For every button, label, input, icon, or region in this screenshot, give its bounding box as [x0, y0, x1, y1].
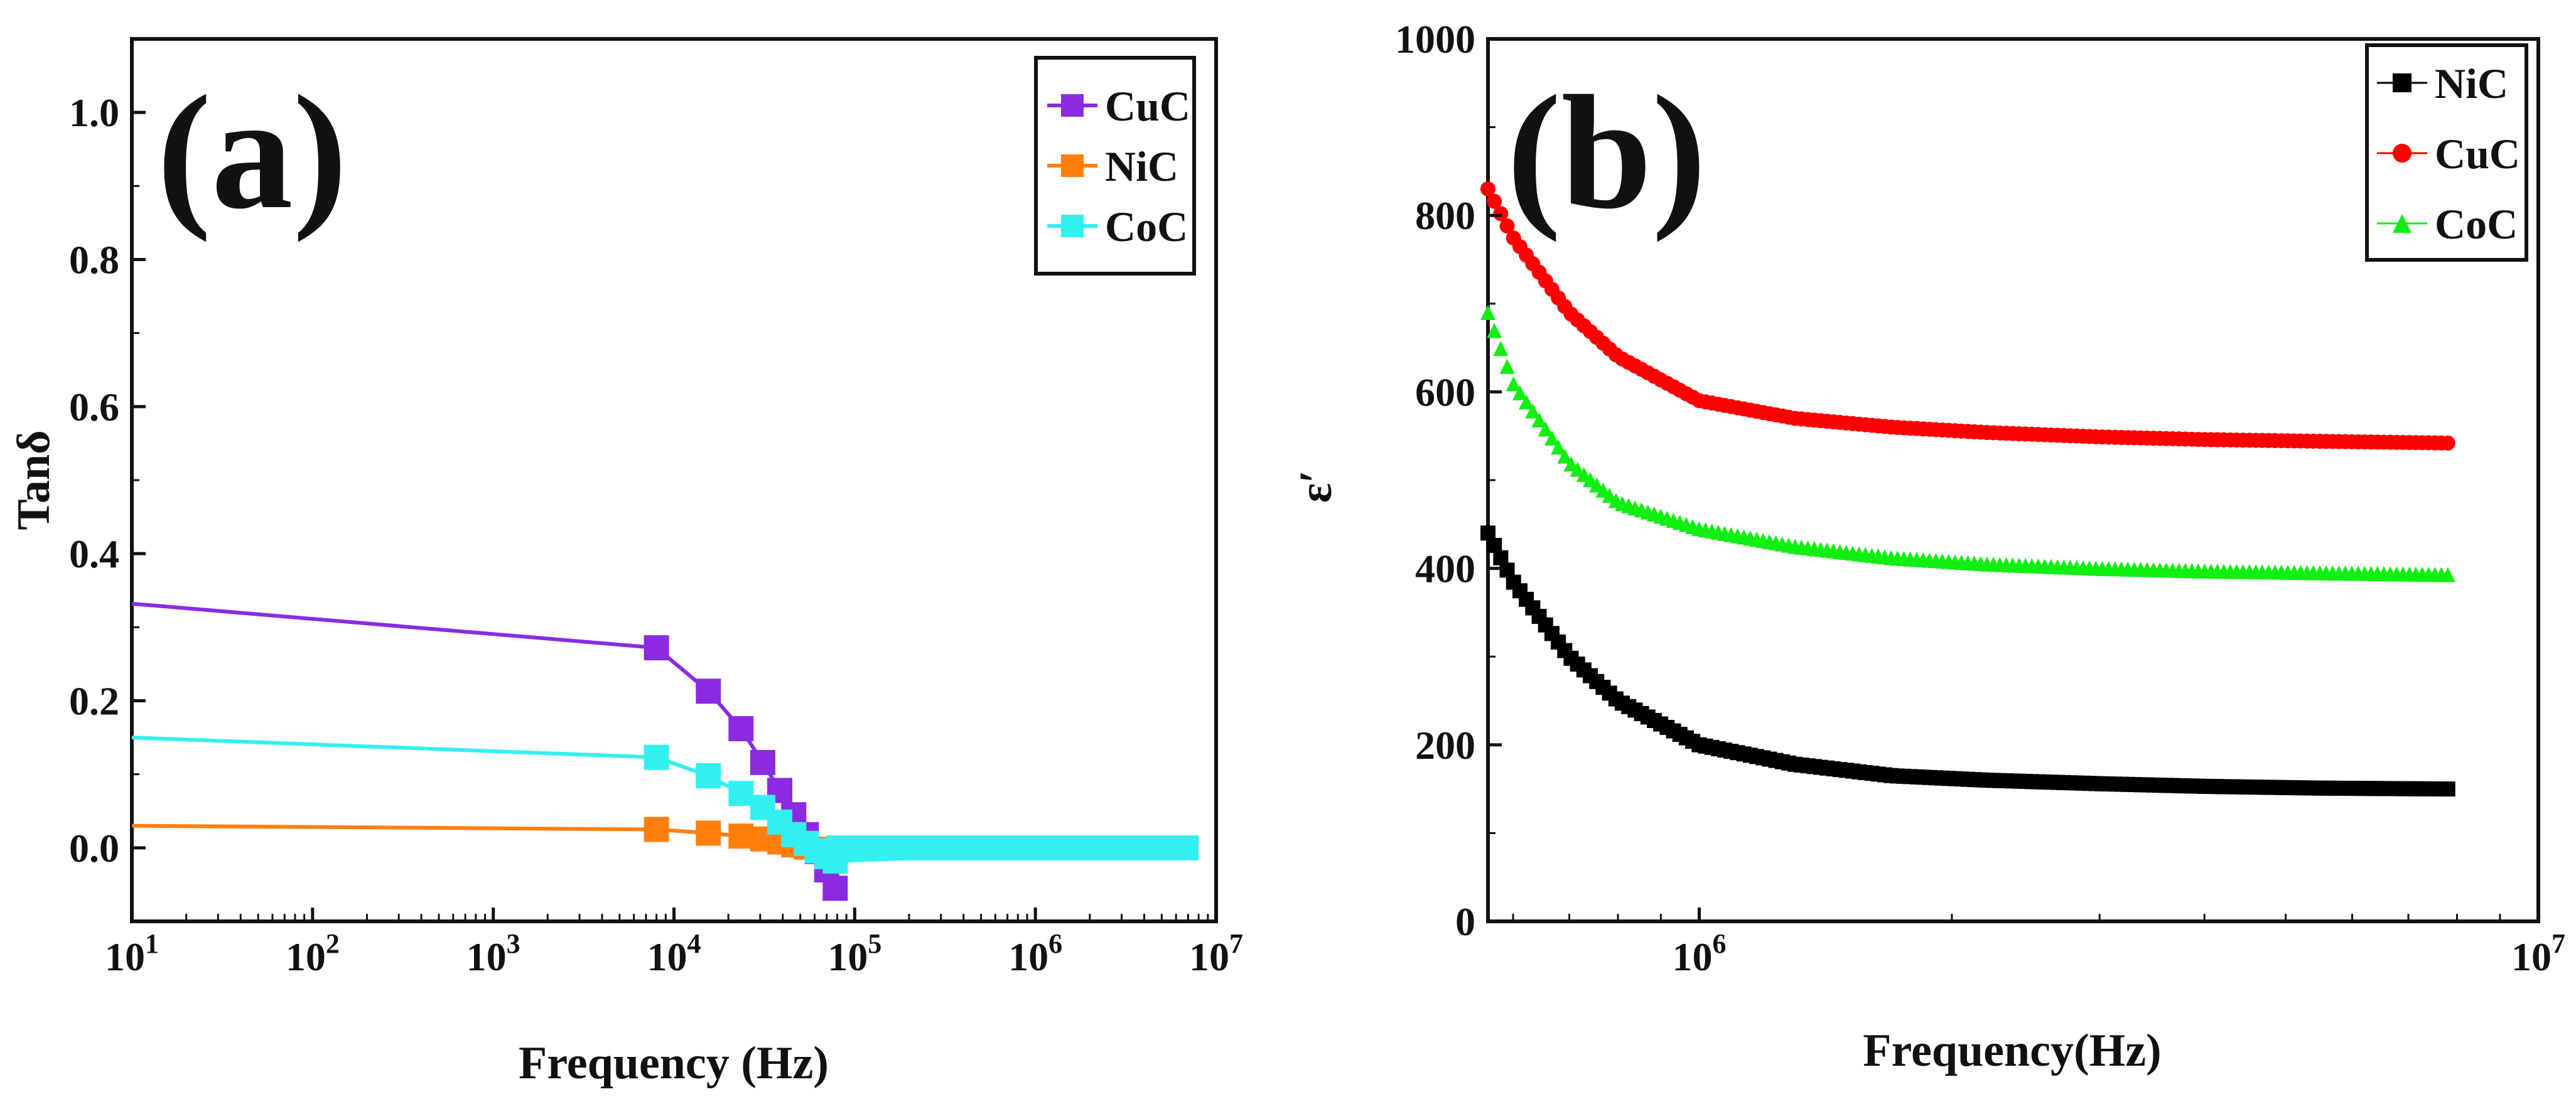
- panel-a-series-nic-point: [644, 817, 669, 842]
- panel-b-legend-items: NiC CuC CoC: [2377, 60, 2520, 248]
- panel-b-y-tick-label: 600: [1415, 370, 1475, 414]
- panel-a-legend-box: [1034, 56, 1196, 276]
- panel-b-series-cuc-point: [1487, 193, 1502, 209]
- panel-a-legend-label-nic: NiC: [1105, 142, 1178, 190]
- panel-b-series-coc-point: [1531, 412, 1547, 428]
- panel-b-marks: [1480, 181, 2455, 797]
- panel-b-legend-label-nic: NiC: [2435, 60, 2508, 107]
- panel-b-series-coc-point: [1512, 385, 1528, 400]
- panel-a-series-cuc-point: [750, 749, 775, 775]
- panel-a-series-nic-point: [696, 820, 721, 846]
- panel-b-series-coc-point: [2440, 567, 2455, 582]
- panel-b-y-tick-label: 0: [1455, 899, 1475, 944]
- panel-a-series-coc-dense-band: [826, 835, 1199, 860]
- panel-a-legend-marker-coc: [1061, 215, 1084, 237]
- panel-b-x-tick-label: 106: [1673, 928, 1727, 979]
- panel-b-y-axis-title: ε′: [1290, 470, 1342, 503]
- panel-b-y-tick-label: 800: [1415, 193, 1475, 238]
- panel-b-series-coc-point: [1480, 304, 1495, 320]
- panel-b-series-cuc-point: [2440, 435, 2455, 451]
- panel-a-x-tick-label: 101: [105, 928, 159, 979]
- panel-b-axes: 106 107 0 200 400 600 800 1000: [1395, 17, 2565, 979]
- panel-b-legend-marker-cuc: [2393, 144, 2412, 163]
- panel-b-series-cuc-point: [1493, 206, 1509, 222]
- panel-a-series-cuc-point: [696, 678, 721, 704]
- panel-a-chart: 101 102 103 104 105 106 1070.00.20.40.60.81.0 …: [8, 37, 1243, 1089]
- panel-a-series-nic-point: [728, 823, 754, 849]
- panel-b-x-axis-title: Frequency(Hz): [1863, 1025, 2161, 1076]
- panel-a-y-tick-label: 0.4: [69, 532, 119, 576]
- panel-a-x-tick-label: 105: [827, 928, 881, 979]
- panel-a-y-tick-label: 0.0: [69, 826, 119, 871]
- panel-b-series-coc-point: [1551, 439, 1566, 455]
- panel-a-x-tick-label: 104: [647, 928, 701, 979]
- panel-a-legend-marker-cuc: [1061, 94, 1084, 117]
- panel-a-x-tick-label: 106: [1008, 928, 1062, 979]
- panel-a-label: (a): [157, 62, 347, 243]
- panel-b-y-tick-label: 200: [1415, 723, 1475, 768]
- panel-a-axes: 101 102 103 104 105 106 107 0.0 0.2 0.4 0.6 0.8 1.0: [69, 90, 1243, 979]
- panel-a-legend-marker-nic: [1061, 154, 1084, 177]
- panel-a-series-cuc-point: [644, 635, 669, 661]
- panel-b-y-tick-label: 400: [1415, 547, 1475, 591]
- panel-a-legend: CuC NiC CoC: [1034, 56, 1196, 276]
- panel-a-x-tick-label: 102: [286, 928, 340, 979]
- panel-a-y-tick-label: 0.6: [69, 385, 119, 429]
- panel-b-series-coc-point: [1499, 358, 1515, 374]
- panel-a-x-axis-title: Frequency (Hz): [519, 1037, 829, 1089]
- panel-a-marks: [131, 601, 1199, 901]
- panel-a-series-coc-point: [644, 744, 669, 770]
- panel-a-series-cuc-point: [822, 876, 848, 901]
- panel-b-series-coc-point: [1557, 448, 1573, 464]
- panel-a-series-cuc-point: [728, 716, 754, 742]
- panel-b-label: (b): [1507, 62, 1706, 243]
- panel-b-series-coc-point: [1506, 376, 1521, 392]
- panel-b-chart: 106 107 0 200 400 600 800 1000 (b) Frequency(Hz…: [1290, 17, 2565, 1076]
- panel-b-series-coc-point: [1519, 394, 1534, 410]
- panel-b-series-coc-point: [1538, 421, 1553, 437]
- panel-b-series-coc-point: [1525, 403, 1541, 419]
- panel-b-legend: NiC CuC CoC: [2365, 43, 2528, 262]
- panel-b-legend-label-coc: CoC: [2435, 200, 2518, 248]
- panel-a-y-tick-label: 0.8: [69, 238, 119, 282]
- panel-b-legend-label-cuc: CuC: [2435, 130, 2520, 178]
- panel-b-legend-marker-nic: [2393, 73, 2412, 92]
- panel-a-legend-items: CuC NiC CoC: [1047, 82, 1190, 250]
- panel-a-y-tick-label: 0.2: [69, 679, 119, 724]
- panel-b-legend-marker-coc: [2393, 214, 2412, 233]
- panel-b-series-coc-point: [1487, 323, 1502, 338]
- panel-a-y-axis-title: Tanδ: [8, 430, 60, 530]
- panel-b-series-cuc-point: [1480, 181, 1495, 197]
- panel-b-y-tick-label: 1000: [1395, 17, 1475, 62]
- panel-b-series-coc-point: [1544, 430, 1560, 446]
- panel-a-series-coc-point: [728, 781, 754, 807]
- panel-a-series-coc-point: [696, 763, 721, 789]
- panel-b-x-tick-label: 107: [2511, 928, 2565, 979]
- panel-a-x-tick-label: 107: [1189, 928, 1243, 979]
- panel-b-series-nic-point: [2440, 781, 2455, 797]
- panel-a-x-tick-label: 103: [466, 928, 520, 979]
- panel-b-series-cuc-point: [1499, 218, 1515, 234]
- panel-a-legend-label-cuc: CuC: [1105, 82, 1190, 130]
- panel-a-y-tick-label: 1.0: [69, 90, 119, 135]
- panel-b-series-coc-point: [1493, 341, 1509, 356]
- panel-a-legend-label-coc: CoC: [1105, 203, 1188, 250]
